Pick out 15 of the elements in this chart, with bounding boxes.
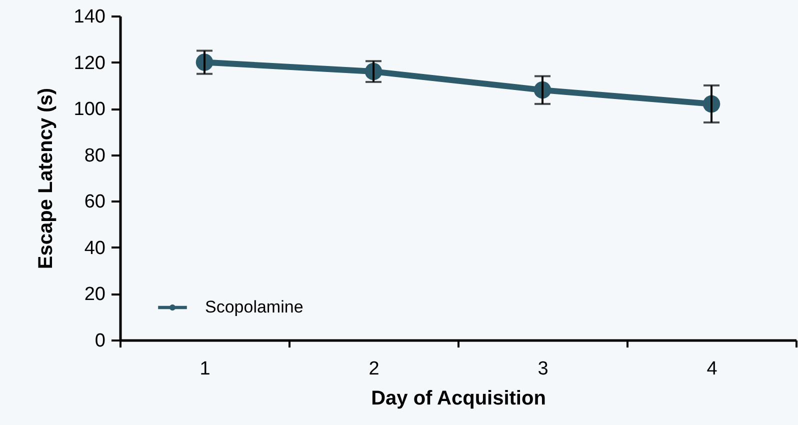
- x-tick-label: 3: [538, 358, 548, 380]
- y-tick-label: 60: [84, 192, 106, 213]
- legend-label: Scopolamine: [205, 298, 304, 316]
- x-axis-title: Day of Acquisition: [371, 388, 546, 410]
- y-tick-label: 40: [84, 238, 106, 259]
- y-tick-label: 80: [84, 145, 106, 166]
- y-tick-label: 0: [94, 330, 106, 352]
- y-tick-label: 20: [84, 284, 106, 306]
- x-tick-label: 4: [706, 358, 718, 380]
- y-axis-title: Escape Latency (s): [34, 88, 57, 270]
- x-tick-label: 1: [200, 358, 210, 380]
- x-tick-label: 2: [368, 358, 380, 380]
- y-tick-label: 140: [74, 6, 106, 28]
- y-tick-label: 120: [74, 52, 106, 74]
- y-tick-label: 100: [74, 99, 106, 120]
